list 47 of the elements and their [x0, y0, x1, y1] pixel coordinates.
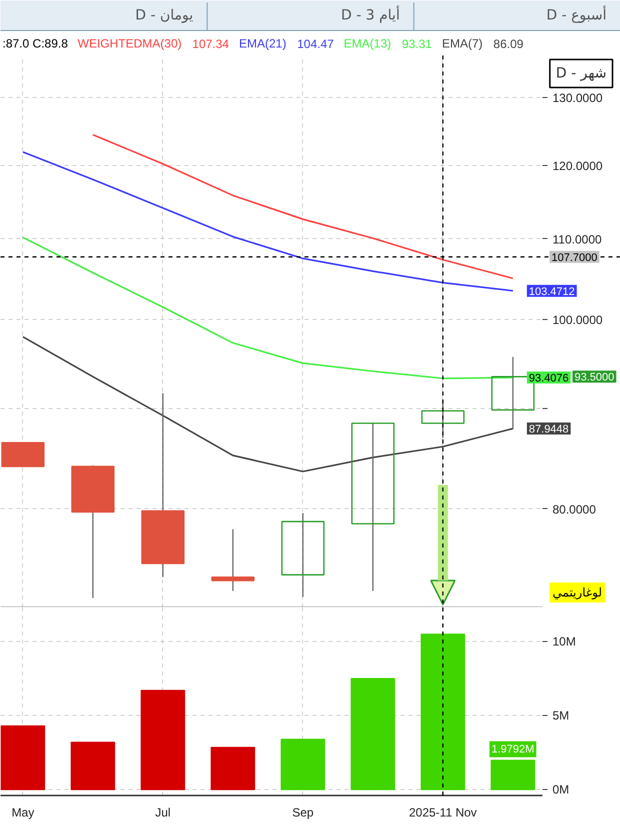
data-label: 103.4712 — [528, 286, 575, 298]
x-tick-label: May — [12, 806, 34, 820]
text: 93.31 — [402, 37, 432, 51]
text: D - 3 أيام — [341, 6, 400, 24]
text: D - أسبوع — [546, 6, 607, 24]
x-tick-label: Sep — [292, 806, 314, 820]
y-tick-label: 100.0000 — [552, 313, 603, 328]
y-tick-label: 80.0000 — [552, 502, 596, 516]
bar — [350, 678, 396, 790]
bar — [70, 742, 116, 790]
text: 104.47 — [297, 37, 334, 51]
bar — [210, 746, 256, 790]
text: لوغاريتمي — [552, 586, 602, 600]
ref-line-label: 107.7000 — [552, 252, 598, 264]
bar — [490, 760, 536, 790]
y-tick-label: 110.0000 — [552, 232, 602, 246]
bar — [280, 738, 326, 790]
candlestick — [211, 528, 255, 592]
candlestick — [281, 512, 325, 598]
text: 86.09 — [493, 37, 524, 51]
line-series — [22, 336, 514, 472]
text: EMA(7) — [442, 36, 483, 50]
text: :87.0 C:89.8 — [2, 36, 68, 50]
text: 93.5000 — [574, 372, 614, 384]
candlestick — [351, 422, 395, 592]
text: EMA(21) — [238, 36, 286, 50]
y-tick-label: 10M — [552, 634, 576, 649]
bar — [0, 725, 46, 790]
bar — [140, 690, 186, 790]
line-series — [22, 151, 514, 292]
data-label: 93.4076 — [528, 372, 569, 385]
y-tick-label: 0M — [552, 782, 570, 797]
line-series — [92, 134, 514, 280]
bar — [420, 634, 466, 790]
x-tick-label: 2025-11 Nov — [408, 806, 477, 820]
text: 107.34 — [192, 37, 230, 51]
y-tick-label: 5M — [552, 708, 570, 723]
text: EMA(13) — [344, 36, 392, 50]
y-tick-label: 120.0000 — [552, 158, 603, 173]
data-label: 1.9792M — [491, 743, 534, 756]
y-tick-label: 130.0000 — [552, 90, 603, 105]
text: D - شهر — [556, 66, 607, 82]
text: WEIGHTEDMA(30) — [78, 36, 182, 50]
x-tick-label: Jul — [155, 806, 171, 820]
line-series — [22, 236, 514, 380]
text: D - يومان — [135, 8, 194, 24]
data-label: 87.9448 — [528, 424, 569, 436]
